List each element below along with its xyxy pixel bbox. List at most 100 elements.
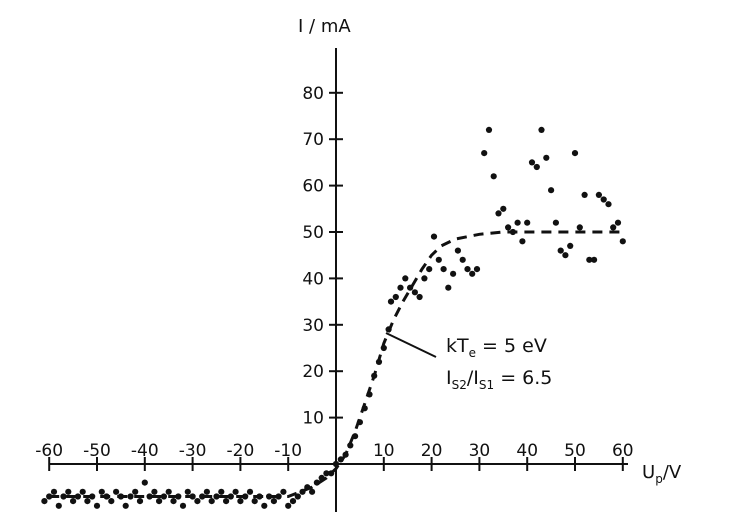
data-point	[533, 163, 540, 171]
data-point	[605, 201, 612, 208]
data-point	[103, 493, 110, 500]
y-tick-label: 60	[302, 177, 324, 197]
data-point	[538, 126, 545, 133]
annotation-ratio-slash: /	[467, 367, 474, 389]
x-tick-label: 20	[421, 441, 443, 461]
data-point	[445, 284, 452, 291]
data-point	[175, 493, 182, 500]
data-point	[280, 488, 287, 495]
annotation-kte-main: kT	[446, 335, 469, 357]
data-point	[55, 502, 62, 509]
data-point	[402, 275, 409, 282]
data-point	[50, 488, 58, 495]
x-tick-label: -60	[35, 441, 63, 461]
data-point	[194, 498, 201, 505]
data-point	[218, 488, 225, 495]
data-point	[84, 498, 91, 505]
data-point	[600, 196, 607, 203]
data-point	[132, 488, 139, 495]
data-point	[46, 493, 53, 500]
data-point	[586, 256, 593, 263]
data-point	[581, 191, 588, 198]
data-point	[562, 252, 569, 259]
data-point	[127, 493, 134, 500]
data-point	[318, 474, 325, 481]
data-point	[411, 289, 418, 296]
data-point	[223, 498, 230, 505]
data-point	[156, 498, 163, 505]
data-point	[392, 293, 399, 301]
x-axis-title-sub: p	[655, 472, 663, 486]
data-point	[416, 293, 423, 301]
data-point	[543, 154, 550, 161]
data-point	[246, 488, 254, 495]
data-point	[136, 498, 144, 505]
annotation-kte: kTe = 5 eV	[446, 335, 547, 360]
data-point	[571, 150, 579, 157]
data-point	[495, 210, 502, 217]
y-tick-label: 70	[302, 130, 324, 150]
data-point	[146, 493, 153, 500]
data-point	[591, 256, 598, 263]
data-point	[160, 493, 167, 500]
data-point	[256, 493, 263, 500]
data-point	[313, 479, 320, 486]
data-point	[227, 493, 234, 500]
data-point	[361, 405, 368, 412]
data-point	[170, 498, 177, 505]
data-point	[342, 451, 349, 458]
data-point	[117, 493, 124, 500]
data-point	[184, 488, 191, 495]
data-point	[619, 238, 626, 245]
data-point	[614, 219, 622, 226]
data-point	[189, 493, 196, 500]
data-point	[203, 488, 210, 495]
data-point	[519, 238, 526, 245]
data-point	[490, 173, 497, 180]
x-tick-label: -10	[274, 441, 302, 461]
data-point	[552, 219, 560, 226]
data-point	[89, 493, 96, 500]
x-tick-label: -50	[83, 441, 111, 461]
data-point	[528, 159, 536, 166]
data-point	[79, 488, 86, 495]
x-tick-label: 50	[564, 441, 586, 461]
data-point	[421, 275, 428, 282]
x-tick-label: -40	[131, 441, 159, 461]
data-point	[514, 219, 521, 226]
data-point	[397, 284, 404, 291]
annotation-ratio: IS2/IS1 = 6.5	[446, 367, 552, 392]
data-point	[524, 219, 531, 226]
data-point	[509, 228, 516, 236]
annotation-kte-rest: = 5 eV	[476, 335, 547, 357]
data-point	[595, 191, 603, 198]
data-point	[270, 498, 277, 505]
data-point	[41, 498, 48, 505]
data-point	[548, 187, 555, 194]
data-point	[407, 284, 414, 291]
data-point	[309, 488, 316, 495]
data-point	[208, 498, 215, 505]
x-tick-label: -20	[227, 441, 255, 461]
data-point	[151, 488, 158, 495]
data-point	[141, 479, 148, 486]
annotation-ratio-b-sub: S1	[479, 378, 494, 392]
y-ticks: 10 20 30 40 50 60 70 80	[302, 84, 343, 429]
data-point	[366, 391, 373, 398]
data-point	[426, 266, 433, 273]
data-point	[237, 498, 244, 505]
data-point	[294, 493, 301, 500]
data-point	[385, 326, 392, 333]
annotation-ratio-b: I	[473, 367, 479, 389]
data-point	[485, 126, 493, 133]
y-tick-label: 80	[302, 84, 324, 104]
data-point	[435, 256, 442, 263]
annotation-leader-line	[385, 332, 437, 358]
x-tick-label: 60	[612, 441, 634, 461]
data-point	[113, 488, 120, 495]
x-tick-label: -30	[179, 441, 207, 461]
data-point	[108, 498, 115, 505]
data-point	[500, 205, 507, 212]
data-point	[610, 224, 617, 231]
data-point	[261, 502, 268, 509]
